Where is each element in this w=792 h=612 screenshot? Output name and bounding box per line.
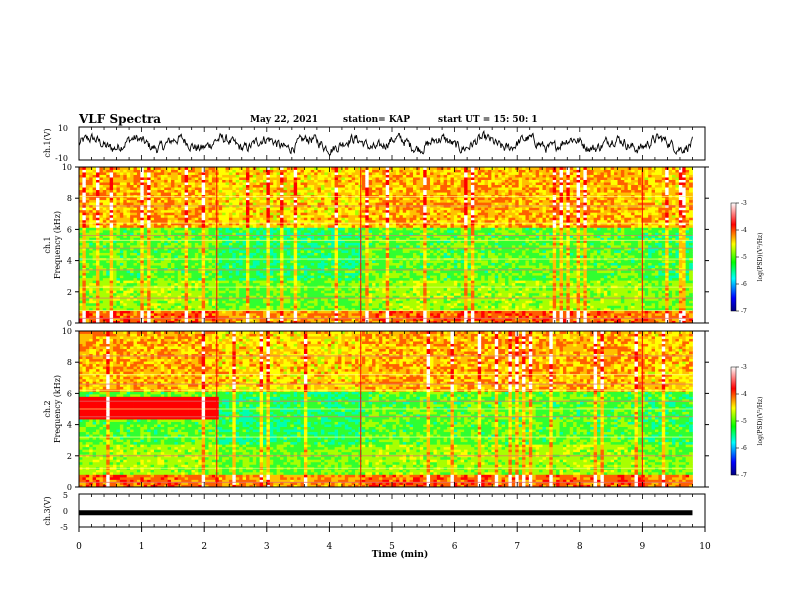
vlf-figure: 10 -10 ch.1(V) 0246810 ch.1 Frequency (k…	[0, 0, 792, 612]
colorbar-tick-label: -4	[741, 227, 747, 234]
ch1-voltage-panel: 10 -10 ch.1(V)	[43, 124, 705, 163]
colorbar-tick-label: -6	[741, 445, 747, 452]
time-tick-label: 4	[327, 542, 333, 552]
time-tick-label: 10	[699, 542, 711, 552]
ch1-colorbar-ticks: -3 -4 -5 -6 -7	[736, 200, 747, 315]
ch1-spectrogram-ylabel-freq: Frequency (kHz)	[53, 211, 62, 279]
ch2-colorbar: -3 -4 -5 -6 -7 log(PSD)(V²/Hz)	[731, 364, 764, 479]
ch3-ytick-top: 5	[63, 491, 68, 500]
ch2-spectrogram-ytick-label: 8	[67, 358, 72, 367]
ch1-ytick-top: 10	[58, 124, 68, 133]
time-tick-label: 1	[139, 542, 145, 552]
ch2-spectrogram-ylabel-ch: ch.2	[43, 400, 52, 417]
ch2-spectrogram-ytick-label: 10	[62, 327, 72, 336]
colorbar-tick-label: -5	[741, 418, 747, 425]
time-tick-label: 3	[264, 542, 270, 552]
ch2-colorbar-label: log(PSD)(V²/Hz)	[757, 397, 764, 446]
ch1-voltage-ylabel: ch.1(V)	[43, 128, 52, 157]
ch3-ytick-mid: 0	[63, 507, 68, 516]
ch2-spectrogram-ytick-label: 2	[67, 452, 72, 461]
colorbar-tick-label: -5	[741, 254, 747, 261]
ch1-spectrogram-ytick-label: 4	[67, 257, 72, 266]
ch3-voltage-panel: 5 0 -5 ch.3(V)	[43, 491, 705, 532]
ch1-colorbar-label: log(PSD)(V²/Hz)	[757, 233, 764, 282]
time-axis: 0 1 2 3 4 5 6 7 8 9 10	[76, 527, 711, 552]
time-tick-label: 0	[76, 542, 82, 552]
time-tick-label: 2	[201, 542, 207, 552]
time-axis-label: Time (min)	[372, 549, 429, 560]
ch1-spectrogram-ytick-label: 8	[67, 194, 72, 203]
time-tick-label: 6	[452, 542, 458, 552]
colorbar-tick-label: -4	[741, 391, 747, 398]
ch1-ytick-bottom: -10	[55, 154, 68, 163]
time-tick-label: 7	[514, 542, 520, 552]
colorbar-tick-label: -3	[741, 364, 747, 371]
ch1-spectrogram-image	[79, 167, 693, 323]
ch1-colorbar-gradient	[731, 203, 736, 311]
ch2-colorbar-ticks: -3 -4 -5 -6 -7	[736, 364, 747, 479]
ch1-spectrogram-ytick-label: 10	[62, 163, 72, 172]
colorbar-tick-label: -6	[741, 281, 747, 288]
colorbar-tick-label: -3	[741, 200, 747, 207]
ch1-spectrogram-ytick-label: 6	[67, 225, 72, 234]
ch2-spectrogram-image	[79, 331, 693, 487]
ch2-spectrogram-ytick-label: 4	[67, 421, 72, 430]
ch3-ytick-bottom: -5	[60, 523, 68, 532]
time-tick-label: 9	[640, 542, 646, 552]
colorbar-tick-label: -7	[741, 308, 747, 315]
ch2-spectrogram-ytick-label: 6	[67, 389, 72, 398]
ch2-spectrogram-ylabel-freq: Frequency (kHz)	[53, 375, 62, 443]
colorbar-tick-label: -7	[741, 472, 747, 479]
time-tick-label: 8	[577, 542, 583, 552]
ch1-spectrogram-ytick-label: 2	[67, 288, 72, 297]
ch3-voltage-ylabel: ch.3(V)	[43, 496, 52, 525]
ch1-spectrogram-ylabel-ch: ch.1	[43, 236, 52, 253]
ch1-colorbar: -3 -4 -5 -6 -7 log(PSD)(V²/Hz)	[731, 200, 764, 315]
ch2-colorbar-gradient	[731, 367, 736, 475]
